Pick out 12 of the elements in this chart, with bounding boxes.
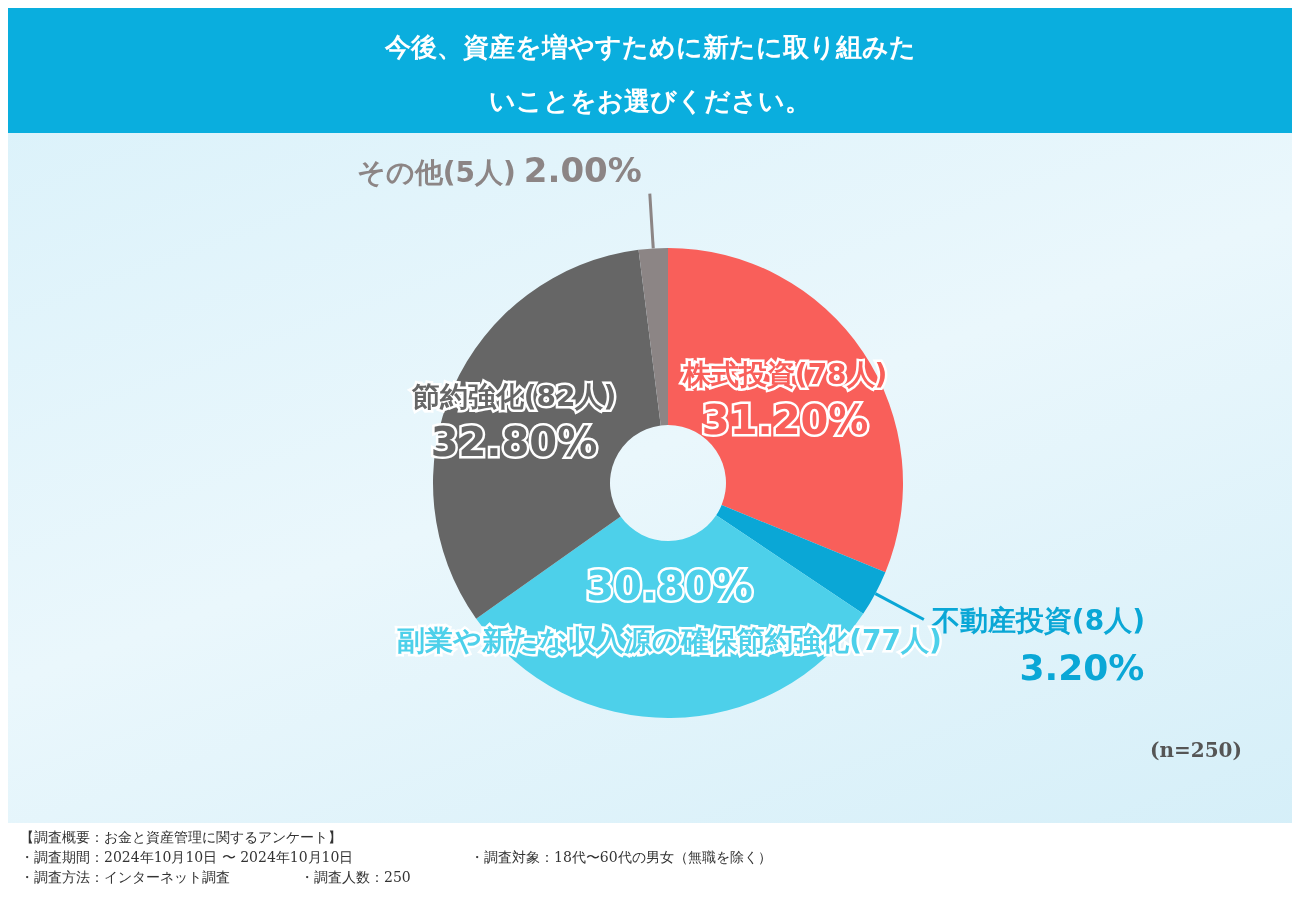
data-label: 3.20% bbox=[1019, 646, 1145, 688]
text: 【調査概要：お金と資産管理に関するアンケート】 bbox=[20, 828, 343, 847]
data-label: 2.00% bbox=[523, 149, 642, 190]
text: (n=250) bbox=[1150, 738, 1242, 762]
text: ・調査人数：250 bbox=[300, 868, 411, 887]
text: ・調査方法：インターネット調査 bbox=[20, 868, 231, 887]
data-label: 31.20% bbox=[701, 397, 869, 444]
text: ・調査対象：18代〜60代の男女（無職を除く） bbox=[470, 848, 772, 867]
chart-title: 今後、資産を増やすために新たに取り組みたいことをお選びください。 bbox=[383, 31, 917, 118]
text: ・調査期間：2024年10月10日 〜 2024年10月10日 bbox=[20, 848, 355, 867]
slice-label: その他(5人) bbox=[356, 155, 516, 189]
data-label: 30.80% bbox=[586, 563, 753, 610]
